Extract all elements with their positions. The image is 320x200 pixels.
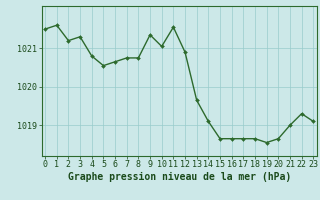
X-axis label: Graphe pression niveau de la mer (hPa): Graphe pression niveau de la mer (hPa) [68, 172, 291, 182]
